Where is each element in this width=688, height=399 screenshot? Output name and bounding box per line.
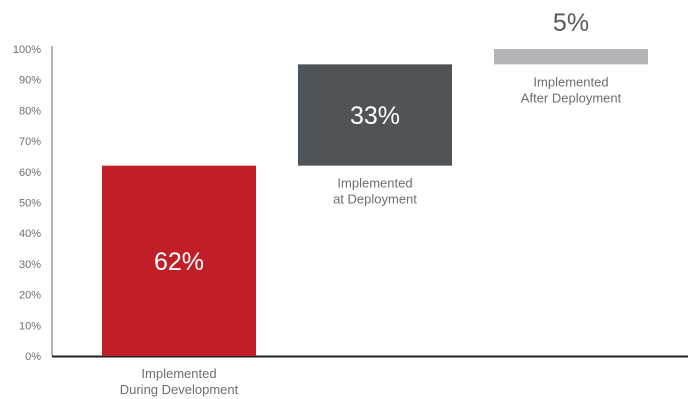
y-tick-label: 20% (19, 290, 41, 302)
category-label: During Development (120, 382, 239, 397)
y-tick-label: 50% (19, 198, 41, 210)
bar-value-label: 62% (154, 248, 204, 276)
y-tick-label: 40% (19, 228, 41, 240)
category-label: Implemented (141, 366, 216, 381)
category-label: After Deployment (521, 90, 622, 105)
y-tick-label: 0% (25, 351, 41, 363)
y-tick-label: 100% (13, 44, 41, 56)
bar-value-label: 33% (350, 102, 400, 130)
category-label: Implemented (337, 176, 412, 191)
category-label: at Deployment (333, 192, 417, 207)
y-tick-label: 10% (19, 320, 41, 332)
bar-value-label: 5% (553, 9, 589, 37)
category-label: Implemented (533, 74, 608, 89)
bar (102, 165, 256, 356)
y-tick-label: 80% (19, 105, 41, 117)
y-tick-label: 60% (19, 167, 41, 179)
y-axis-ticks: 0% 10% 20% 30% 40% 50% 60% 70% 80% 90% 100% (13, 44, 41, 363)
y-tick-label: 30% (19, 259, 41, 271)
y-tick-label: 90% (19, 75, 41, 87)
y-tick-label: 70% (19, 136, 41, 148)
bar (298, 64, 452, 166)
bar (494, 49, 648, 65)
